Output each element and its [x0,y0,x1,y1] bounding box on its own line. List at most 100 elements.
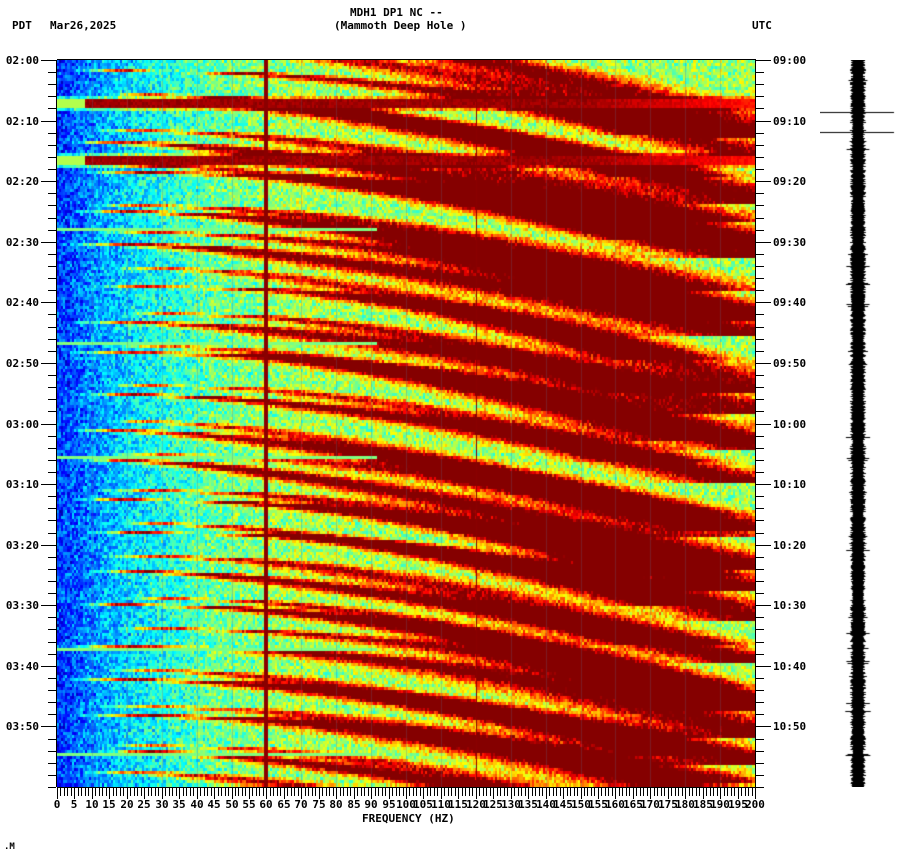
time-tick [756,157,764,158]
frequency-tick [441,788,442,799]
frequency-tick [647,788,648,796]
frequency-tick [245,788,246,796]
time-tick [48,787,56,788]
time-tick [41,363,56,364]
frequency-tick [615,788,616,799]
frequency-tick [734,788,735,796]
time-tick-label: 10:40 [773,660,807,673]
time-tick [756,314,764,315]
frequency-tick [123,788,124,796]
time-tick [756,375,764,376]
time-tick [48,399,56,400]
time-tick-label: 03:40 [5,660,39,673]
frequency-tick [525,788,526,796]
time-tick [756,472,764,473]
frequency-tick [137,788,138,796]
time-tick [48,108,56,109]
frequency-tick [514,788,515,796]
time-tick [756,520,764,521]
timezone-left-label: PDT [12,19,32,32]
seismogram-trace-panel[interactable] [820,60,900,787]
time-tick-label: 02:40 [5,296,39,309]
seismogram-trace [820,60,900,787]
frequency-tick [249,788,250,799]
frequency-tick [587,788,588,796]
frequency-tick [165,788,166,796]
time-tick-label: 02:20 [5,175,39,188]
time-tick [48,642,56,643]
frequency-tick-label: 95 [382,798,396,811]
time-tick [756,290,764,291]
frequency-tick-label: 20 [120,798,134,811]
time-tick [756,448,764,449]
frequency-tick [225,788,226,796]
frequency-tick-label: 90 [364,798,378,811]
frequency-tick [455,788,456,796]
frequency-tick-label: 180 [675,798,695,811]
time-tick [756,387,764,388]
frequency-tick [270,788,271,796]
frequency-tick [720,788,721,799]
time-tick [48,278,56,279]
time-tick [756,72,764,73]
frequency-tick [392,788,393,796]
frequency-tick [504,788,505,796]
frequency-tick [141,788,142,796]
frequency-tick [71,788,72,796]
frequency-tick [738,788,739,799]
time-tick [41,424,56,425]
time-tick-label: 03:20 [5,539,39,552]
frequency-tick-label: 40 [190,798,204,811]
frequency-tick [235,788,236,796]
frequency-tick-label: 145 [553,798,573,811]
time-tick [756,533,764,534]
time-tick [48,339,56,340]
frequency-tick [567,788,568,796]
frequency-tick-label: 100 [396,798,416,811]
frequency-tick [74,788,75,799]
frequency-tick [727,788,728,796]
frequency-tick [280,788,281,796]
time-tick [41,181,56,182]
time-tick [48,230,56,231]
time-tick [48,436,56,437]
time-tick [756,581,764,582]
spectrogram-plot-area[interactable] [57,60,755,787]
frequency-tick-label: 45 [207,798,221,811]
frequency-tick [375,788,376,796]
time-tick-label: 02:10 [5,115,39,128]
frequency-tick [99,788,100,796]
frequency-tick [64,788,65,796]
frequency-tick [483,788,484,796]
time-tick [756,145,764,146]
spectrogram-image [57,60,755,787]
frequency-tick [556,788,557,796]
frequency-tick-label: 115 [448,798,468,811]
time-tick [756,605,771,606]
time-tick [756,739,764,740]
frequency-tick [252,788,253,796]
frequency-tick [619,788,620,796]
time-tick [756,121,771,122]
frequency-tick [713,788,714,796]
axis-right-line [755,60,756,787]
frequency-tick [500,788,501,796]
frequency-tick [755,788,756,799]
frequency-tick [706,788,707,796]
time-tick-label: 09:40 [773,296,807,309]
frequency-tick [476,788,477,799]
frequency-tick [430,788,431,796]
frequency-tick [130,788,131,796]
frequency-tick [354,788,355,799]
time-tick-label: 09:10 [773,115,807,128]
frequency-tick [179,788,180,799]
time-tick [756,629,764,630]
frequency-tick-label: 105 [413,798,433,811]
time-tick [48,169,56,170]
frequency-tick [682,788,683,796]
frequency-tick-label: 70 [294,798,308,811]
time-tick [756,193,764,194]
time-tick [756,266,764,267]
frequency-tick-label: 135 [518,798,538,811]
time-tick [756,569,764,570]
